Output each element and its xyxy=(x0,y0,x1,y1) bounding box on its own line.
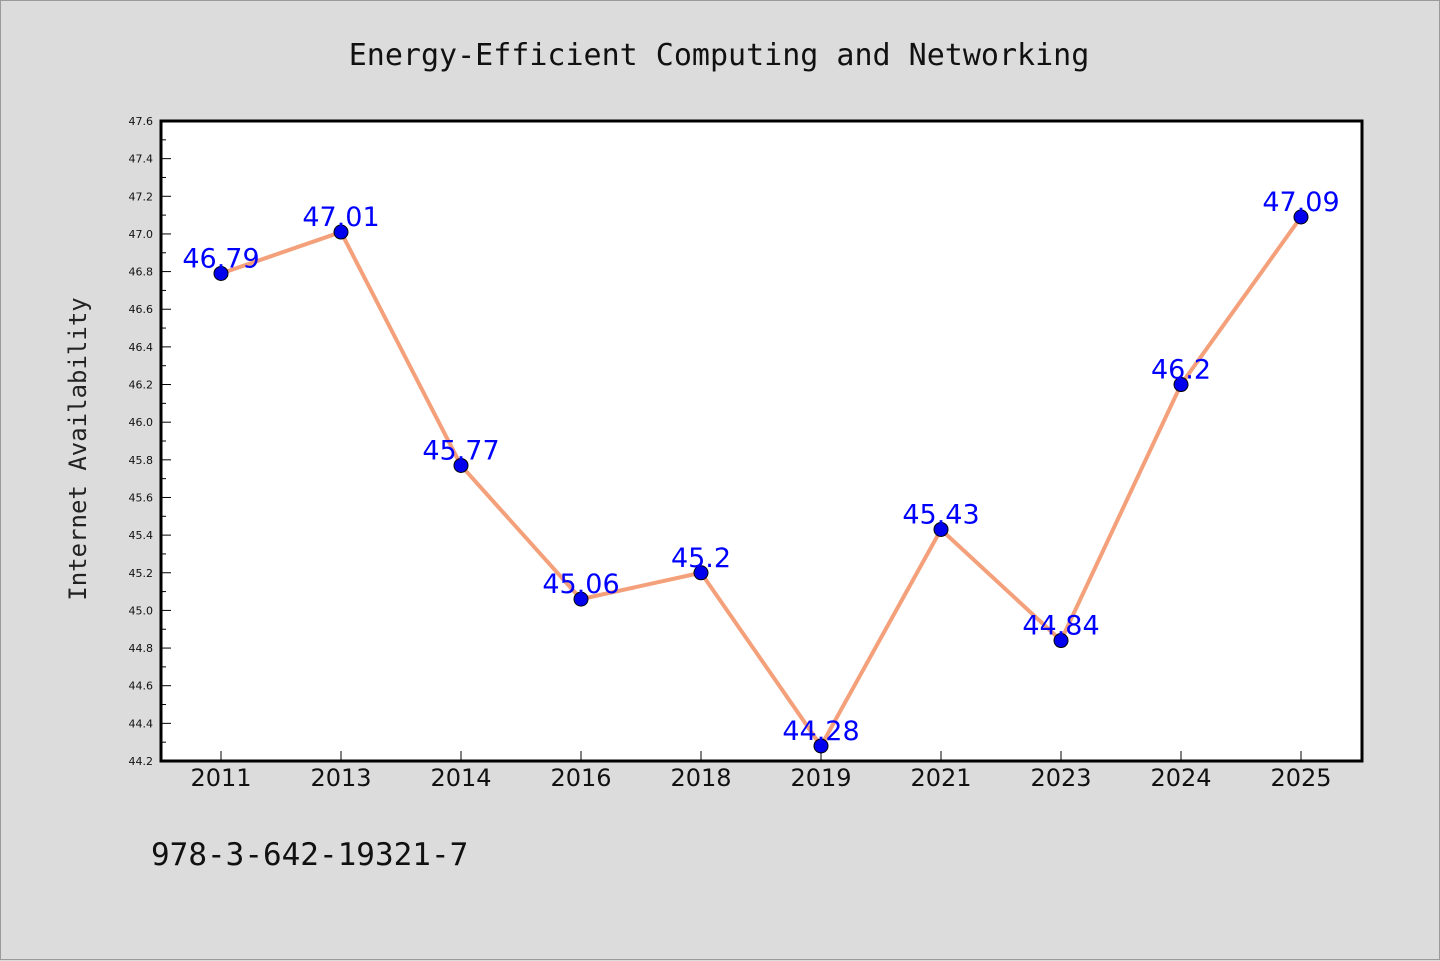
y-tick-label: 47.2 xyxy=(129,190,154,203)
data-label-2014: 45.77 xyxy=(422,435,499,466)
series-line xyxy=(220,215,1303,748)
data-label-2023: 44.84 xyxy=(1022,611,1099,642)
y-tick-label: 44.6 xyxy=(129,680,154,693)
y-tick-label: 46.6 xyxy=(129,303,154,316)
y-tick-label: 47.4 xyxy=(129,153,154,166)
y-tick-label: 45.4 xyxy=(129,529,154,542)
x-axis-ticks: 2011 2013 2014 2016 2018 2019 2021 2023 2024 2025 xyxy=(190,751,1332,792)
data-point-2018 xyxy=(693,565,709,581)
y-tick-label: 45.2 xyxy=(129,567,154,580)
data-label-2024: 46.2 xyxy=(1151,355,1211,386)
y-tick-label: 46.4 xyxy=(129,341,154,354)
x-tick-label: 2024 xyxy=(1150,764,1211,792)
data-point-2014 xyxy=(453,457,469,473)
x-tick-label: 2016 xyxy=(550,764,611,792)
data-point-2016 xyxy=(573,591,589,607)
x-tick-label: 2019 xyxy=(790,764,851,792)
x-tick-label: 2025 xyxy=(1270,764,1331,792)
data-label-2013: 47.01 xyxy=(302,202,379,233)
y-tick-label: 44.4 xyxy=(129,717,154,730)
isbn-note: 978-3-642-19321-7 xyxy=(151,837,468,873)
data-label-2019: 44.28 xyxy=(782,716,859,747)
data-point-2024 xyxy=(1173,377,1189,393)
series-layer: 46.79 47.01 45.77 45.06 45.2 44.28 45.43 44.84 4… xyxy=(182,187,1340,754)
y-axis-ticks: 44.2 44.4 44.6 44.8 45.0 45.2 45.4 45.6 45.8 46.0… xyxy=(129,115,171,768)
data-point-2013 xyxy=(333,224,349,240)
data-point-2025 xyxy=(1293,209,1309,225)
data-label-2021: 45.43 xyxy=(902,499,979,530)
y-tick-label: 46.0 xyxy=(129,416,154,429)
data-point-2011 xyxy=(213,265,229,281)
y-tick-label: 46.2 xyxy=(129,379,154,392)
y-tick-label: 45.6 xyxy=(129,491,154,504)
y-tick-label: 47.0 xyxy=(129,228,154,241)
chart-title: Energy-Efficient Computing and Networkin… xyxy=(349,38,1090,73)
y-tick-label: 45.8 xyxy=(129,454,154,467)
data-point-2023 xyxy=(1053,633,1069,649)
y-tick-label: 47.6 xyxy=(129,115,154,128)
data-point-2019 xyxy=(813,738,829,754)
x-tick-label: 2014 xyxy=(430,764,491,792)
data-label-2011: 46.79 xyxy=(182,243,259,274)
y-tick-label: 44.8 xyxy=(129,642,154,655)
x-tick-label: 2018 xyxy=(670,764,731,792)
y-axis-label: Internet Availability xyxy=(64,297,92,600)
data-label-2025: 47.09 xyxy=(1262,187,1339,218)
y-tick-label: 44.2 xyxy=(129,755,154,768)
data-point-2021 xyxy=(933,521,949,537)
data-label-2016: 45.06 xyxy=(542,569,619,600)
x-tick-label: 2023 xyxy=(1030,764,1091,792)
plot-area xyxy=(159,119,1364,763)
data-label-2018: 45.2 xyxy=(671,543,731,574)
x-tick-label: 2011 xyxy=(190,764,251,792)
x-tick-label: 2021 xyxy=(910,764,971,792)
y-tick-label: 46.8 xyxy=(129,266,154,279)
x-tick-label: 2013 xyxy=(310,764,371,792)
y-tick-label: 45.0 xyxy=(129,604,154,617)
